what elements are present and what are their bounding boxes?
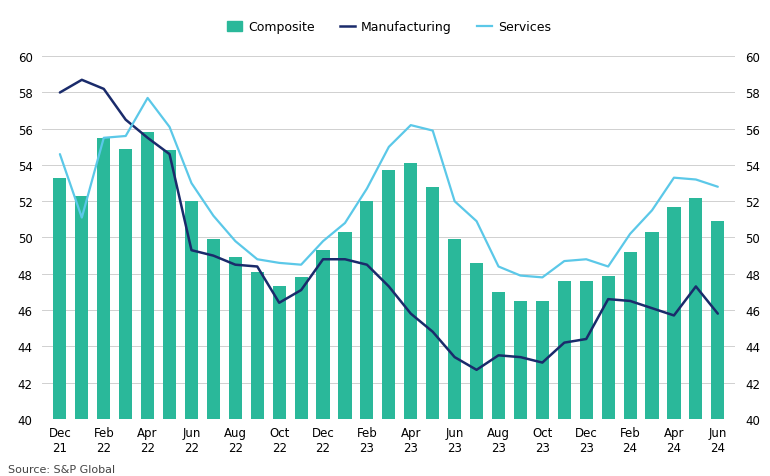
Bar — [492, 292, 505, 419]
Bar — [470, 263, 483, 419]
Bar — [97, 139, 110, 419]
Bar — [624, 252, 637, 419]
Bar — [360, 202, 373, 419]
Bar — [645, 233, 658, 419]
Bar — [53, 178, 66, 419]
Bar — [580, 281, 593, 419]
Text: Source: S&P Global: Source: S&P Global — [8, 464, 115, 474]
Bar — [338, 233, 352, 419]
Bar — [185, 202, 198, 419]
Bar — [273, 287, 286, 419]
Bar — [251, 272, 264, 419]
Bar — [601, 276, 614, 419]
Bar — [382, 171, 396, 419]
Bar — [295, 278, 308, 419]
Bar — [119, 149, 132, 419]
Bar — [514, 301, 527, 419]
Bar — [141, 133, 154, 419]
Bar — [316, 251, 330, 419]
Bar — [229, 258, 242, 419]
Bar — [404, 164, 417, 419]
Bar — [448, 240, 461, 419]
Bar — [163, 151, 176, 419]
Bar — [75, 197, 89, 419]
Bar — [536, 301, 549, 419]
Bar — [689, 198, 702, 419]
Bar — [668, 207, 681, 419]
Bar — [207, 240, 220, 419]
Bar — [557, 281, 571, 419]
Legend: Composite, Manufacturing, Services: Composite, Manufacturing, Services — [222, 16, 556, 40]
Bar — [711, 222, 725, 419]
Bar — [426, 188, 440, 419]
